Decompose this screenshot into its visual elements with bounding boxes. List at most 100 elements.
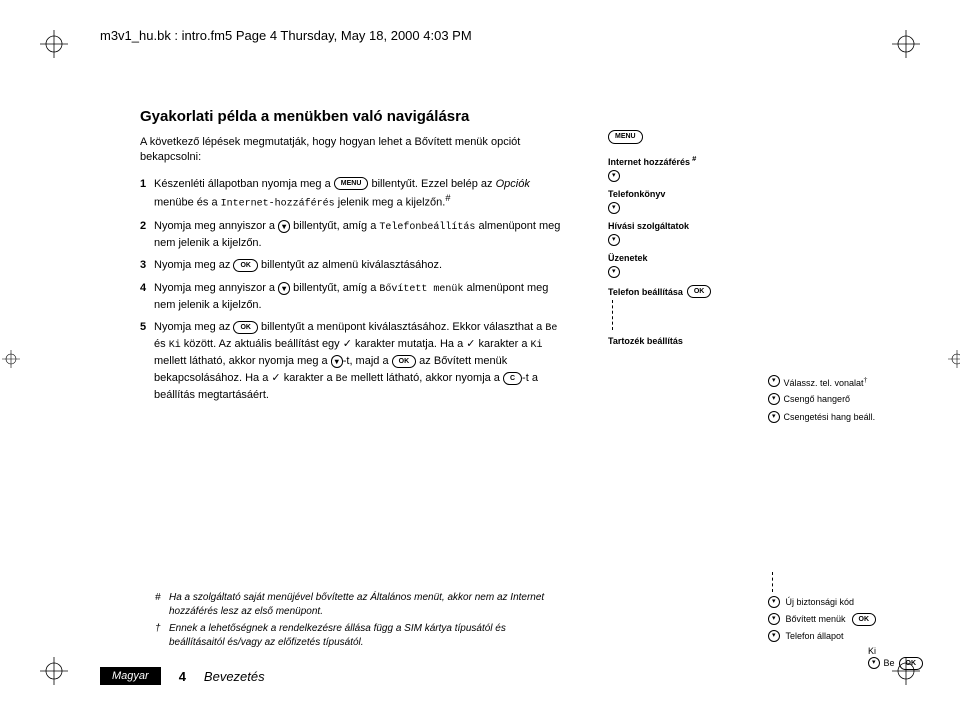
submenu-label: Telefon állapot — [786, 631, 844, 641]
mono-text: Be — [336, 374, 348, 385]
footnote-mark: # — [155, 591, 169, 619]
check-icon: ✓ — [466, 338, 475, 350]
menu-item-label: Hívási szolgáltatok — [608, 221, 689, 231]
step: 2Nyomja meg annyiszor a ▾ billentyűt, am… — [140, 218, 570, 252]
submenu-item: ▾ Telefon állapot — [768, 629, 918, 643]
step-number: 4 — [140, 280, 154, 314]
menu-item: Üzenetek — [608, 253, 738, 263]
intro-text: A következő lépések megmutatják, hogy ho… — [140, 135, 570, 166]
mono-text: Ki — [531, 340, 543, 351]
diagram-sub-extra: ▾ Új biztonsági kód ▾ Bővített menük OK ▾ Tele… — [608, 572, 918, 670]
ok-key-icon: OK — [852, 613, 877, 626]
step: 3Nyomja meg az OK billentyűt az almenü k… — [140, 257, 570, 274]
menu-item: Internet hozzáférés # — [608, 154, 738, 167]
key-icon: MENU — [334, 177, 369, 190]
option-be: ▾BeOK — [868, 656, 918, 670]
submenu-item: ▾ Válassz. tel. vonalat† — [768, 374, 875, 388]
submenu-label: Bővített menük — [786, 614, 846, 624]
crop-mark-bl — [40, 657, 68, 685]
submenu-label: Csengetési hang beáll. — [784, 412, 876, 422]
key-icon: OK — [392, 355, 417, 368]
menu-item: Hívási szolgáltatok — [608, 221, 738, 231]
submenu-label: Új biztonsági kód — [786, 597, 855, 607]
submenu-item: ▾ Új biztonsági kód — [768, 595, 918, 609]
down-arrow-icon: ▾ — [768, 411, 780, 423]
down-arrow-icon: ▾ — [608, 266, 620, 278]
superscript: # — [690, 154, 696, 163]
down-arrow-icon: ▾ — [608, 170, 620, 182]
down-arrow-icon: ▾ — [868, 657, 880, 669]
ok-key-icon: OK — [687, 285, 712, 298]
edge-mark-right — [948, 350, 958, 360]
end-options: Ki▾BeOK — [868, 646, 918, 670]
step-body: Nyomja meg annyiszor a ▾ billentyűt, amí… — [154, 218, 570, 252]
ok-key-icon: OK — [899, 657, 924, 670]
dashed-connector — [772, 572, 918, 592]
check-icon: ✓ — [343, 338, 352, 350]
menu-item: Tartozék beállítás — [608, 336, 738, 346]
mono-text: Internet-hozzáférés — [221, 199, 335, 210]
menu-key-icon: MENU — [608, 130, 643, 144]
down-arrow-icon: ▾ — [768, 375, 780, 387]
language-badge: Magyar — [100, 667, 161, 685]
menu-item-label: Internet hozzáférés — [608, 157, 690, 167]
check-icon: ✓ — [271, 372, 280, 384]
italic-text: Opciók — [496, 178, 530, 190]
step-number: 3 — [140, 257, 154, 274]
submenu-label: Csengő hangerő — [784, 394, 851, 404]
step-body: Nyomja meg az OK billentyűt a menüpont k… — [154, 319, 570, 403]
menu-item: Telefonkönyv — [608, 189, 738, 199]
submenu-item: ▾ Csengetési hang beáll. — [768, 410, 875, 424]
key-icon: OK — [233, 321, 258, 334]
step: 4Nyomja meg annyiszor a ▾ billentyűt, am… — [140, 280, 570, 314]
menu-item-label: Telefonkönyv — [608, 189, 665, 199]
menu-item-label: Tartozék beállítás — [608, 336, 683, 346]
section-name: Bevezetés — [204, 669, 265, 684]
page-header: m3v1_hu.bk : intro.fm5 Page 4 Thursday, … — [100, 28, 472, 43]
down-arrow-icon: ▾ — [768, 596, 780, 608]
key-icon: OK — [233, 259, 258, 272]
dashed-connector — [612, 300, 738, 330]
submenu-label: Válassz. tel. vonalat† — [784, 375, 868, 388]
step-body: Nyomja meg annyiszor a ▾ billentyűt, amí… — [154, 280, 570, 314]
step-number: 1 — [140, 176, 154, 212]
footnote: †Ennek a lehetőségnek a rendelkezésre ál… — [155, 622, 555, 650]
option-label: Be — [884, 658, 895, 668]
step: 1Készenléti állapotban nyomja meg a MENU… — [140, 176, 570, 212]
option-label: Ki — [868, 646, 876, 656]
key-icon: ▾ — [278, 282, 290, 295]
mono-text: Bővített menük — [379, 284, 463, 295]
down-arrow-icon: ▾ — [768, 393, 780, 405]
step-body: Készenléti állapotban nyomja meg a MENU … — [154, 176, 570, 212]
menu-item-label: Üzenetek — [608, 253, 648, 263]
page-title: Gyakorlati példa a menükben való navigál… — [140, 108, 570, 125]
main-content: Gyakorlati példa a menükben való navigál… — [140, 108, 570, 409]
mono-text: Telefonbeállítás — [379, 222, 475, 233]
menu-diagram: MENU Internet hozzáférés # ▾ Telefonkönyv ▾… — [608, 130, 918, 348]
menu-item-label: Telefon beállítása — [608, 287, 683, 297]
crop-mark-tl — [40, 30, 68, 58]
step-number: 2 — [140, 218, 154, 252]
down-arrow-icon: ▾ — [608, 234, 620, 246]
menu-item: Telefon beállítása OK — [608, 285, 738, 298]
option-ki: Ki — [868, 646, 918, 656]
key-icon: ▾ — [331, 355, 343, 368]
mono-text: Ki — [169, 340, 181, 351]
footnote-text: Ennek a lehetőségnek a rendelkezésre áll… — [169, 622, 555, 650]
down-arrow-icon: ▾ — [608, 202, 620, 214]
key-icon: ▾ — [278, 220, 290, 233]
edge-mark-left — [2, 350, 12, 360]
step-number: 5 — [140, 319, 154, 403]
down-arrow-icon: ▾ — [768, 630, 780, 642]
crop-mark-tr — [892, 30, 920, 58]
submenu-item: ▾ Csengő hangerő — [768, 392, 875, 406]
footnotes: #Ha a szolgáltató saját menüjével bővíte… — [155, 591, 555, 653]
down-arrow-icon: ▾ — [768, 613, 780, 625]
submenu-item: ▾ Bővített menük OK — [768, 612, 918, 626]
key-icon: C — [503, 372, 522, 385]
superscript: # — [445, 193, 450, 203]
superscript: † — [864, 375, 868, 384]
footnote: #Ha a szolgáltató saját menüjével bővíte… — [155, 591, 555, 619]
footnote-text: Ha a szolgáltató saját menüjével bővítet… — [169, 591, 555, 619]
footnote-mark: † — [155, 622, 169, 650]
